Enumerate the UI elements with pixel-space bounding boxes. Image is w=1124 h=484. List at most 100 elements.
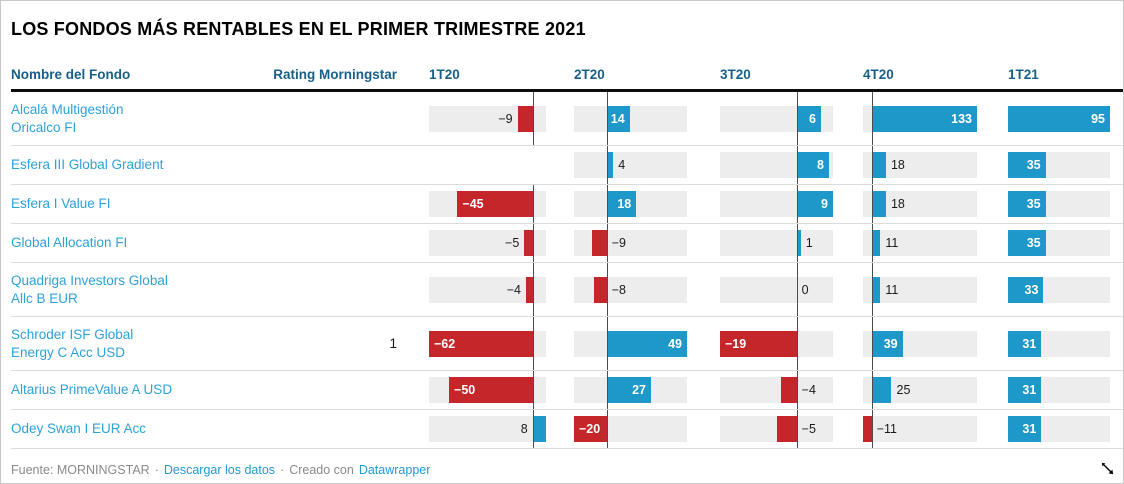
zero-line — [796, 317, 798, 370]
bar-cell: 33 — [982, 263, 1115, 316]
positive-bar — [1008, 230, 1046, 256]
bar-value-label: 4 — [618, 158, 626, 172]
positive-bar — [606, 330, 687, 357]
bar-value-label: −5 — [505, 236, 520, 250]
negative-bar — [720, 330, 797, 357]
fund-name: Schroder ISF Global Energy C Acc USD — [11, 326, 134, 360]
datawrapper-link[interactable]: Datawrapper — [358, 463, 431, 477]
bar-value-label: −20 — [579, 422, 601, 436]
bar-track: −11 — [863, 416, 977, 442]
bar-value-label: 133 — [951, 111, 972, 126]
positive-bar — [871, 152, 886, 178]
zero-line — [606, 224, 608, 262]
bar-value-label: 9 — [821, 197, 828, 211]
table-row: Schroder ISF Global Energy C Acc USD 1 −62… — [11, 317, 1123, 371]
rating-value — [256, 185, 403, 223]
bar-value-label: −62 — [434, 336, 456, 351]
negative-bar — [593, 276, 607, 303]
bar-value-label: 8 — [520, 422, 528, 436]
table-row: Altarius PrimeValue A USD −50 27 −4 25 31 — [11, 371, 1123, 410]
bar-cell: −5 — [403, 224, 548, 262]
rating-value — [256, 410, 403, 448]
bar-value-label: −4 — [801, 383, 816, 397]
zero-line — [871, 224, 873, 262]
column-header-4t20: 4T20 — [863, 67, 894, 82]
positive-bar — [1008, 416, 1042, 442]
bar-cell: 31 — [982, 371, 1115, 409]
zero-line — [606, 317, 608, 370]
positive-bar — [606, 152, 614, 178]
zero-line — [606, 146, 608, 184]
bar-cell: −19 — [694, 317, 837, 370]
negative-bar — [517, 105, 533, 132]
bar-value-label: 27 — [632, 383, 646, 397]
table-row: Odey Swan I EUR Acc 8 −20 −5 −11 31 — [11, 410, 1123, 449]
negative-bar — [524, 230, 533, 256]
positive-bar — [871, 230, 881, 256]
bar-track: 11 — [863, 230, 977, 256]
bar-value-label: 6 — [808, 111, 816, 126]
fund-name: Odey Swan I EUR Acc — [11, 421, 147, 436]
positive-bar — [796, 105, 821, 132]
negative-bar — [776, 416, 797, 442]
bar-cell: −45 — [403, 185, 548, 223]
bar-track: 133 — [863, 105, 977, 132]
bar-value-label: 11 — [885, 282, 899, 297]
zero-line — [532, 185, 534, 223]
zero-line — [871, 185, 873, 223]
bar-track: −19 — [720, 330, 833, 357]
bar-value-label: 33 — [1024, 282, 1039, 297]
fund-name: Altarius PrimeValue A USD — [11, 382, 173, 397]
bar-cell: −9 — [548, 224, 694, 262]
positive-bar — [606, 191, 637, 217]
negative-bar — [457, 191, 533, 217]
bar-track: 18 — [863, 191, 977, 217]
rating-value — [256, 263, 403, 316]
bar-value-label: 25 — [896, 383, 911, 397]
zero-line — [796, 410, 798, 448]
bar-cell: −5 — [694, 410, 837, 448]
bar-value-label: −11 — [876, 422, 897, 436]
positive-bar — [1008, 105, 1110, 132]
bar-cell: 18 — [548, 185, 694, 223]
bar-track: 9 — [720, 191, 833, 217]
positive-bar — [1008, 152, 1046, 178]
bar-track: 6 — [720, 105, 833, 132]
positive-bar — [796, 230, 801, 256]
bar-track: 31 — [1008, 416, 1110, 442]
bar-cell: 14 — [548, 92, 694, 145]
bar-value-label: 14 — [610, 111, 625, 126]
bar-cell: −62 — [403, 317, 548, 370]
bar-value-label: −8 — [611, 282, 627, 297]
bar-cell: 39 — [837, 317, 982, 370]
resize-handle-icon[interactable] — [1101, 462, 1114, 475]
zero-line — [871, 317, 873, 370]
bar-value-label: 95 — [1091, 111, 1105, 126]
table-row: Global Allocation FI −5 −9 1 11 35 — [11, 224, 1123, 263]
bar-cell: 25 — [837, 371, 982, 409]
column-header-fund: Nombre del Fondo — [11, 67, 131, 82]
bar-track: −4 — [720, 377, 833, 403]
zero-line — [796, 146, 798, 184]
positive-bar — [871, 105, 977, 132]
positive-bar — [871, 330, 903, 357]
fund-name: Esfera III Global Gradient — [11, 157, 164, 172]
negative-bar — [574, 416, 607, 442]
rating-value — [256, 146, 403, 184]
bar-cell: −4 — [403, 263, 548, 316]
zero-line — [606, 185, 608, 223]
bar-track: 1 — [720, 230, 833, 256]
bar-value-label: 39 — [883, 336, 898, 351]
bar-cell: 27 — [548, 371, 694, 409]
positive-bar — [532, 416, 546, 442]
chart-footer: Fuente: MORNINGSTAR · Descargar los dato… — [11, 463, 1123, 477]
separator-dot: · — [154, 463, 159, 477]
bar-track: 31 — [1008, 377, 1110, 403]
chart-title: LOS FONDOS MÁS RENTABLES EN EL PRIMER TR… — [11, 19, 586, 39]
bar-value-label: 0 — [801, 282, 809, 297]
column-header-rating: Rating Morningstar — [273, 67, 397, 82]
bar-track: 35 — [1008, 191, 1110, 217]
bar-track: −9 — [574, 230, 687, 256]
zero-line — [871, 371, 873, 409]
download-data-link[interactable]: Descargar los datos — [163, 463, 276, 477]
